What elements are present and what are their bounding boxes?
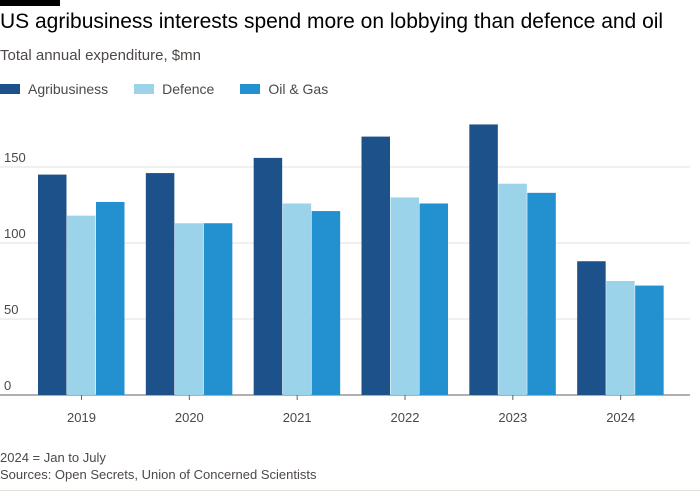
bar-defence-2022: [390, 197, 419, 395]
legend: Agribusiness Defence Oil & Gas: [0, 80, 354, 98]
x-tick-label: 2019: [67, 410, 96, 425]
bar-oil-gas-2023: [527, 192, 556, 395]
legend-label-oil-gas: Oil & Gas: [268, 81, 329, 97]
legend-swatch-oil-gas: [240, 84, 261, 94]
bar-defence-2020: [174, 223, 204, 395]
bar-oil-gas-2024: [635, 285, 664, 395]
legend-swatch-agribusiness: [0, 84, 20, 94]
legend-item-oil-gas: Oil & Gas: [240, 81, 328, 97]
x-tick-label: 2021: [283, 410, 312, 425]
bar-agribusiness-2022: [361, 136, 390, 395]
bar-agribusiness-2019: [38, 174, 67, 395]
y-tick-label: 50: [4, 302, 18, 317]
bar-defence-2023: [498, 183, 527, 395]
bar-oil-gas-2020: [203, 223, 233, 395]
x-tick-label: 2022: [391, 410, 420, 425]
y-tick-label: 0: [4, 378, 11, 393]
bar-defence-2019: [67, 215, 96, 395]
bar-agribusiness-2023: [469, 124, 498, 395]
bar-chart: 0 50 100 150 2019 2020 2021 2022 2023 2024: [0, 124, 690, 425]
x-tick-label: 2023: [498, 410, 527, 425]
footnote: 2024 = Jan to July: [0, 450, 106, 465]
legend-label-defence: Defence: [162, 81, 215, 97]
legend-label-agribusiness: Agribusiness: [28, 81, 109, 97]
x-tick-label: 2020: [175, 410, 204, 425]
chart-subtitle: Total annual expenditure, $mn: [0, 47, 201, 64]
bottom-rule: [0, 490, 700, 491]
y-tick-label: 150: [4, 150, 26, 165]
y-tick-label: 100: [4, 226, 26, 241]
chart-title: US agribusiness interests spend more on …: [0, 10, 664, 33]
bar-defence-2024: [606, 281, 635, 395]
bar-agribusiness-2024: [577, 261, 606, 395]
bar-oil-gas-2019: [96, 201, 125, 395]
bar-oil-gas-2022: [419, 203, 448, 395]
x-tick-label: 2024: [606, 410, 635, 425]
legend-item-defence: Defence: [134, 81, 214, 97]
bar-agribusiness-2021: [253, 157, 283, 395]
source-note: Sources: Open Secrets, Union of Concerne…: [0, 467, 317, 482]
top-accent-bar: [0, 0, 60, 6]
bar-defence-2021: [282, 203, 312, 395]
legend-item-agribusiness: Agribusiness: [0, 81, 108, 97]
legend-swatch-defence: [134, 84, 155, 94]
bar-oil-gas-2021: [311, 211, 341, 395]
bar-agribusiness-2020: [145, 173, 175, 395]
